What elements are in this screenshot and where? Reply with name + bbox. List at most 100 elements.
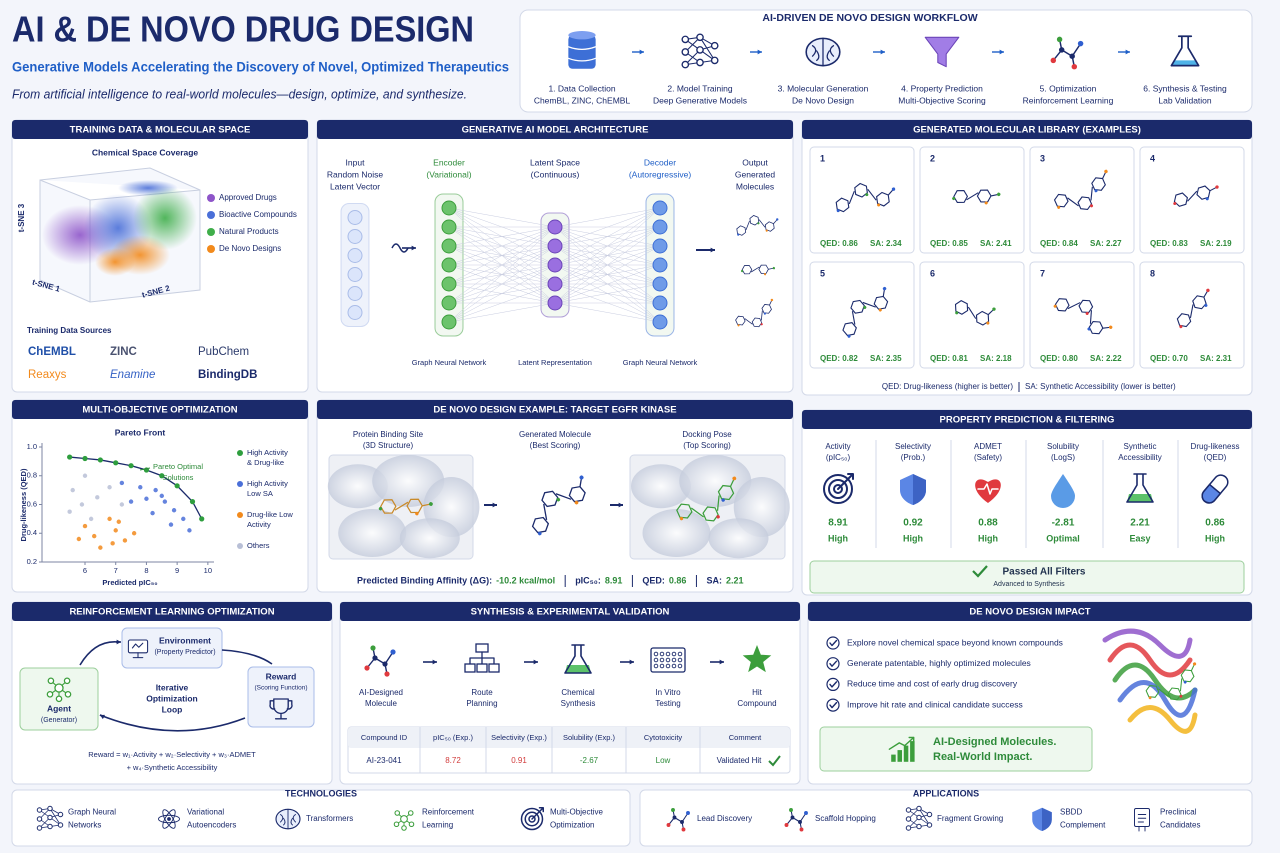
icon-brain [275,808,301,830]
icon-part [407,810,414,816]
legend-swatch [237,512,243,518]
atom [574,500,579,505]
legend-swatch [237,543,243,549]
icon-part [653,651,659,657]
atom [721,498,725,502]
cluster [95,248,135,276]
column-label: Generated [735,169,775,179]
icon-part [47,823,53,830]
property-rating: Optimal [1046,533,1080,543]
ring [717,484,735,501]
main-title: AI & DE NOVO DRUG DESIGN [12,9,474,50]
property-value: 8.91 [828,518,848,529]
strip-item: Preclinical [1160,808,1197,817]
icon-part [696,46,704,54]
bond [760,310,763,321]
icon-heart [975,479,1001,503]
icon-part [677,663,683,669]
bond [967,306,977,319]
molecule-sketch [531,475,586,536]
icon-part [905,825,912,831]
neuron [441,295,457,311]
edge [554,302,661,323]
icon-part [394,810,401,816]
ring [976,189,992,203]
data-point [116,519,121,524]
step-subtitle: Lab Validation [1158,95,1212,105]
column-label: Decoder [644,157,676,167]
impact-point: Reduce time and cost of early drug disco… [847,679,1018,689]
icon-part [665,657,671,663]
step-label: Route [471,688,493,697]
table-cell: Low [656,756,671,765]
property-rating: High [978,533,998,543]
icon-part [54,683,64,693]
neuron [547,257,563,273]
sa-score: SA: 2.31 [1200,354,1232,363]
icon-part [390,649,396,655]
data-point [107,485,112,490]
icon-part [975,479,1001,503]
column-label: Latent Vector [330,181,380,191]
atom [986,321,990,325]
icon-part [826,657,840,671]
loop-label: Optimization [146,693,197,703]
icon-part [488,663,500,673]
footer-value: -10.2 kcal/mol [496,575,555,585]
neuron [547,219,563,235]
property-value: -2.81 [1052,518,1075,529]
data-point [92,533,97,539]
y-tick-label: 0.8 [27,471,37,480]
bond [394,501,409,511]
molecule-id: 8 [1150,268,1155,278]
arrow-head [757,49,762,55]
neuron [441,257,457,273]
atom [1173,201,1177,206]
icon-part [672,815,677,820]
atom [877,203,881,207]
sa-score: SA: 2.19 [1200,239,1232,248]
step-title: 5. Optimization [1040,83,1097,93]
legend-line: High Activity [247,479,290,488]
atom [836,209,840,213]
icon-part [671,657,677,663]
icon-part [1050,57,1057,64]
icon-part [916,814,922,821]
annotation: Pareto Optimal [153,462,203,471]
ring [751,317,763,328]
panel-header [317,400,793,419]
icon-part [158,814,180,824]
atom [1104,169,1108,174]
icon-check [826,657,840,671]
data-point [119,480,125,486]
neuron [441,314,457,330]
atom [992,307,996,311]
property-name: Synthetic [1124,442,1157,451]
bond [744,318,753,325]
icon-part [826,677,840,692]
step-subtitle: Multi-Objective Scoring [898,95,986,105]
icon-part [382,661,388,667]
panel-title: DE NOVO DESIGN EXAMPLE: TARGET EGFR KINA… [433,405,676,416]
bond [848,191,855,205]
step-subtitle: ChemBL, ZINC, ChEMBL [534,95,631,105]
step-label: Hit [752,688,763,697]
squiggle [391,243,409,253]
atom [1089,204,1094,208]
atom [997,192,1001,197]
atom [891,187,896,191]
data-point [189,499,196,505]
icon-mol [364,645,396,677]
arrow-head [639,49,644,55]
pareto-front [69,456,203,520]
ring [541,490,559,508]
neuron [347,229,363,244]
data-point [131,531,137,536]
ring [835,197,850,213]
icon-part [372,655,378,661]
legend-label: Bioactive Compounds [219,210,297,219]
molecule-sketch [1173,185,1219,207]
ring [406,498,423,514]
ring [1145,685,1160,698]
